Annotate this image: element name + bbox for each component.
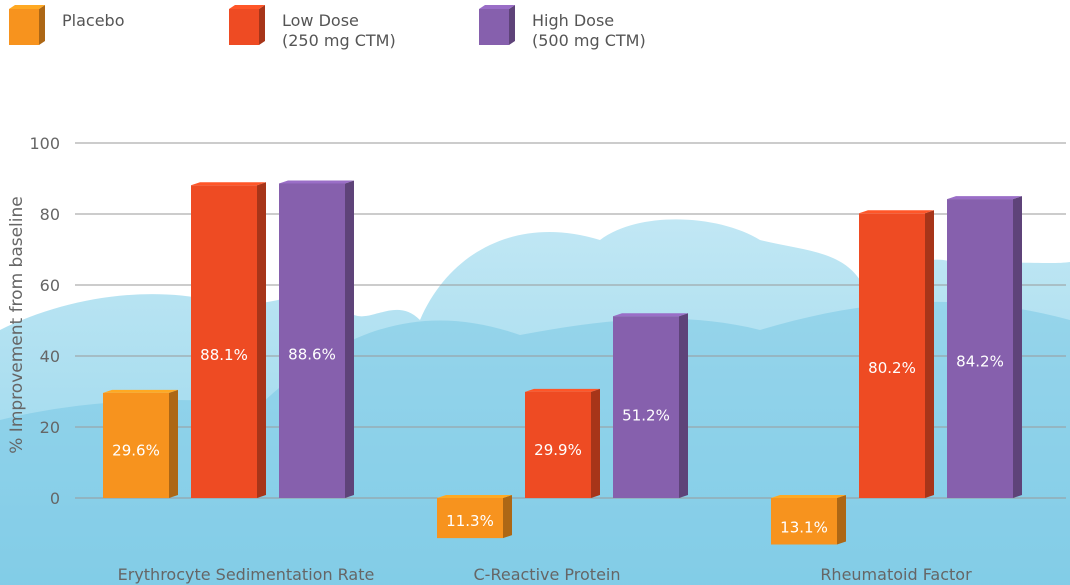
bar-top — [613, 313, 688, 316]
bar-top — [771, 495, 846, 498]
bar-group: 88.1% — [191, 182, 266, 498]
bar-side — [503, 495, 512, 538]
legend-swatch-side — [39, 5, 45, 45]
legend-item: Low Dose(250 mg CTM) — [229, 5, 396, 50]
bar-value-label: 11.3% — [446, 512, 494, 530]
legend-swatch-side — [509, 5, 515, 45]
bar-value-label: 29.9% — [534, 441, 582, 459]
bar-top — [279, 180, 354, 183]
y-axis-label: % Improvement from baseline — [7, 196, 27, 454]
bar-value-label: 29.6% — [112, 442, 160, 460]
bar-group: 51.2% — [613, 313, 688, 498]
bar-side — [169, 390, 178, 498]
x-category-label: Rheumatoid Factor — [820, 565, 972, 584]
bar — [279, 183, 345, 498]
bar-group: 88.6% — [279, 180, 354, 498]
y-tick-label: 20 — [40, 418, 60, 437]
bar — [947, 199, 1013, 498]
legend-swatch-side — [259, 5, 265, 45]
legend-swatch-top — [9, 5, 45, 9]
y-tick-label: 100 — [29, 134, 60, 153]
legend-swatch — [9, 9, 39, 45]
bar-group: 29.6% — [103, 390, 178, 498]
legend-item: High Dose(500 mg CTM) — [479, 5, 646, 50]
bar-side — [345, 180, 354, 498]
bar-value-label: 88.6% — [288, 345, 336, 363]
bar-side — [591, 389, 600, 498]
x-category-label: Erythrocyte Sedimentation Rate — [118, 565, 375, 584]
bar-value-label: 84.2% — [956, 353, 1004, 371]
legend-swatch — [229, 9, 259, 45]
bar-top — [947, 196, 1022, 199]
bar-group: 29.9% — [525, 389, 600, 498]
bar-side — [837, 495, 846, 545]
bar-top — [437, 495, 512, 498]
bar-group: 84.2% — [947, 196, 1022, 498]
bar-value-label: 51.2% — [622, 406, 670, 424]
bar-group: 13.1% — [771, 495, 846, 545]
y-tick-label: 80 — [40, 205, 60, 224]
bar-side — [925, 210, 934, 498]
y-tick-label: 0 — [50, 489, 60, 508]
bar-top — [191, 182, 266, 185]
bar-value-label: 13.1% — [780, 519, 828, 537]
bar-side — [1013, 196, 1022, 498]
bar — [859, 213, 925, 498]
legend-swatch — [479, 9, 509, 45]
legend-swatch-top — [479, 5, 515, 9]
legend: Placebo Low Dose(250 mg CTM) High Dose(500… — [9, 5, 646, 50]
legend-item: Placebo — [9, 5, 124, 45]
bar-value-label: 88.1% — [200, 346, 248, 364]
bar-top — [103, 390, 178, 393]
bar — [191, 185, 257, 498]
bar-group: 11.3% — [437, 495, 512, 538]
bar-side — [679, 313, 688, 498]
bar-top — [859, 210, 934, 213]
legend-label: Low Dose — [282, 11, 359, 30]
x-category-label: C-Reactive Protein — [474, 565, 621, 584]
legend-swatch-top — [229, 5, 265, 9]
bar-side — [257, 182, 266, 498]
bar-group: 80.2% — [859, 210, 934, 498]
y-tick-label: 60 — [40, 276, 60, 295]
y-tick-label: 40 — [40, 347, 60, 366]
legend-label: Placebo — [62, 11, 124, 30]
x-axis-categories: Erythrocyte Sedimentation Rate C-Reactive… — [118, 565, 972, 584]
legend-label: (500 mg CTM) — [532, 31, 646, 50]
bar-value-label: 80.2% — [868, 359, 916, 377]
legend-label: (250 mg CTM) — [282, 31, 396, 50]
bar-top — [525, 389, 600, 392]
legend-label: High Dose — [532, 11, 614, 30]
